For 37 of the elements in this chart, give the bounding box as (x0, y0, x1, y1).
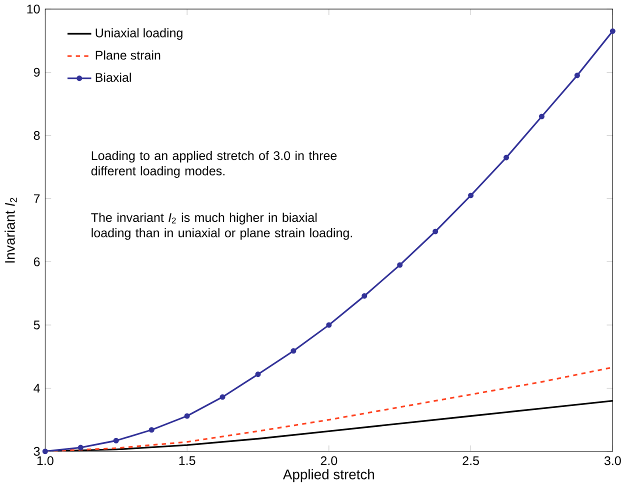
x-tick-label: 3.0 (604, 456, 621, 466)
x-tick-label: 1.5 (179, 456, 196, 466)
y-tick-label: 5 (34, 320, 40, 330)
legend-label: Plane strain (96, 50, 160, 60)
y-tick-label: 4 (34, 384, 40, 393)
legend-label: Uniaxial loading (96, 28, 182, 40)
y-tick-label: 7 (34, 194, 40, 204)
point (113, 438, 119, 444)
annotation: Loading to an applied stretch of 3.0 in three different loading modes. (91, 151, 337, 178)
point (42, 448, 48, 454)
point (148, 427, 154, 433)
y-tick-label: 9 (34, 68, 40, 77)
x-axis-title: Applied stretch (282, 469, 374, 482)
point (78, 444, 84, 450)
point (220, 394, 226, 400)
annotation: The invariant I$_{2}$ is much higher in biaxial loading than in uniaxial or plane strain loading. (91, 212, 352, 240)
legend-label: Biaxial (96, 72, 131, 82)
y-tick-label: 8 (34, 131, 40, 140)
x-tick-label: 2.5 (462, 456, 479, 466)
y-tick-label: 6 (34, 258, 40, 266)
point (538, 114, 545, 120)
point (326, 322, 332, 328)
y-tick-label: 10 (27, 4, 40, 14)
y-tick-label: 3 (34, 447, 40, 456)
point (397, 262, 403, 268)
x-tick-label: 1.0 (37, 456, 54, 466)
point (255, 372, 261, 378)
point (362, 293, 368, 299)
point (432, 228, 438, 234)
y-axis-title: Invariant I$_{2}$ (4, 198, 17, 263)
point (184, 413, 190, 419)
point (468, 192, 474, 198)
point (574, 72, 580, 78)
point (503, 154, 510, 160)
x-tick-label: 2.0 (320, 456, 338, 466)
point (290, 348, 296, 354)
point (610, 28, 616, 34)
